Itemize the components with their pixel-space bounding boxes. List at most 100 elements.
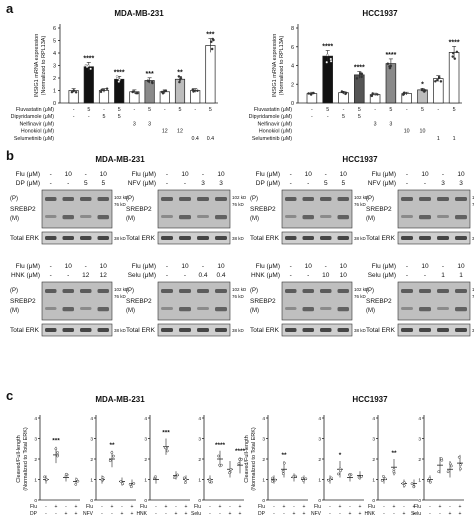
scatter-cond-value: + (439, 504, 442, 510)
scatter-cond-label: DP (30, 511, 38, 517)
blot-cond-value: - (325, 171, 327, 178)
data-point (100, 88, 103, 92)
blot-band-erk (302, 236, 314, 240)
blot-cond-label: Selu (μM) (128, 272, 156, 279)
blot-kd-marker: 38 kD (354, 236, 367, 241)
blot-band-mature (401, 215, 413, 218)
y-tick-label: 3 (262, 437, 265, 443)
blot-band-erk (45, 328, 57, 332)
scatter-cond-value: - (155, 511, 157, 517)
data-point (427, 479, 430, 483)
condition-value: - (327, 114, 329, 120)
significance-stars: **** (322, 44, 333, 51)
blot-cond-value: 10 (65, 171, 73, 178)
scatter-cond-value: - (393, 511, 395, 517)
blot-cond-value: 10 (421, 171, 429, 178)
condition-value: - (103, 107, 105, 113)
y-tick-label: 3 (198, 437, 201, 443)
condition-value: 5 (118, 114, 121, 120)
blot-protein-label: SREBP2 (126, 206, 152, 213)
y-tick-label: 2 (418, 457, 421, 463)
scatter-cond-value: - (429, 504, 431, 510)
y-tick-label: 4 (291, 64, 294, 70)
blot-band-precursor (80, 289, 92, 293)
blot-band-mature (97, 307, 109, 312)
data-point (459, 463, 462, 467)
y-tick-label: 2 (372, 457, 375, 463)
significance-stars: **** (385, 52, 396, 59)
y-axis-label: Cleaved/Full-length (16, 435, 22, 482)
significance-stars: ** (109, 442, 115, 449)
blot-band-precursor (45, 197, 57, 201)
scatter-cond-value: + (185, 504, 188, 510)
blot-band-erk (97, 236, 109, 240)
condition-label: Selumetinib (μM) (14, 136, 54, 142)
blot-kd-marker: 76 kD (472, 294, 474, 299)
blot-band-mature (437, 307, 449, 310)
data-point (388, 65, 391, 68)
condition-label: Nelfinavir (μM) (257, 121, 292, 127)
y-tick-label: 4 (198, 416, 201, 422)
blot-kd-marker: 76 kD (114, 294, 127, 299)
blot-band-mature (401, 307, 413, 310)
blot-band-precursor (401, 197, 413, 201)
blot-cond-value: 0.4 (216, 272, 225, 279)
scatter-cond-value: + (239, 504, 242, 510)
blot-band-label-m: (M) (250, 216, 259, 222)
blot-cond-value: 10 (181, 171, 189, 178)
data-point (360, 72, 364, 75)
scatter-cond-value: + (459, 511, 462, 517)
blot-loading-label: Total ERK (250, 235, 280, 242)
blot-cond-value: - (67, 272, 69, 279)
blot-band-erk (437, 328, 449, 332)
scatter-cond-value: + (55, 504, 58, 510)
significance-stars: *** (146, 71, 154, 78)
blot-band-mature (62, 215, 74, 220)
y-tick-label: 4 (144, 416, 147, 422)
data-point (309, 93, 313, 96)
blot-band-label-m: (M) (10, 216, 19, 222)
blot-cond-value: 10 (340, 171, 348, 178)
condition-value: 5 (453, 107, 456, 113)
data-point (72, 89, 75, 92)
data-point (455, 50, 459, 54)
blot-protein-label: SREBP2 (250, 298, 276, 305)
blot-band-label-p: (P) (126, 196, 134, 202)
blot-cond-value: 10 (217, 171, 225, 178)
y-axis-label: INSIG1 mRNA expression (272, 34, 278, 98)
y-tick-label: 3 (90, 437, 93, 443)
blot-kd-marker: 102 kD (472, 287, 474, 292)
data-point (452, 51, 455, 55)
panel-letter-c: c (6, 388, 13, 403)
blot-band-mature (437, 215, 449, 218)
condition-value: 5 (148, 107, 151, 113)
blot-band-label-m: (M) (366, 308, 375, 314)
data-point (196, 89, 199, 93)
blot-kd-marker: 76 kD (232, 202, 245, 207)
blot-band-precursor (285, 289, 297, 293)
blot-cond-label: HNK (μM) (251, 272, 280, 279)
blot-band-precursor (97, 289, 109, 293)
data-point (56, 451, 59, 454)
scatter-cond-value: - (383, 504, 385, 510)
scatter-cond-value: + (229, 511, 232, 517)
condition-value: 5 (87, 107, 90, 113)
blot-image-srebp2 (281, 281, 353, 321)
data-point (89, 67, 92, 71)
data-point (355, 77, 359, 80)
y-tick-label: 5 (53, 39, 56, 45)
blot-cond-label: NFV (μM) (368, 180, 396, 187)
data-point (160, 90, 164, 94)
blot-band-mature (197, 215, 209, 218)
data-point (208, 477, 212, 481)
data-point (70, 90, 74, 94)
blot-loading-label: Total ERK (10, 235, 40, 242)
bar (338, 92, 349, 104)
y-tick-label: 0 (90, 498, 93, 504)
scatter-cond-label: Flu (414, 504, 421, 510)
condition-value: - (343, 107, 345, 113)
data-point (360, 475, 363, 478)
blot-band-erk (161, 328, 173, 332)
condition-value: 3 (374, 121, 377, 127)
condition-label: Selumetinib (μM) (252, 136, 292, 142)
